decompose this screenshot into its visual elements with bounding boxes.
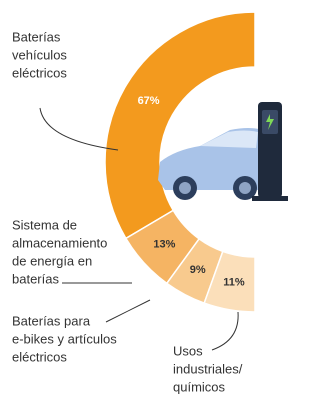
- category-label-line: eléctricos: [12, 349, 67, 364]
- category-label: Sistema de almacenamiento de energía en bat…: [12, 217, 132, 286]
- page: {"chart_data": {"type": "pie", "categori…: [0, 0, 288, 401]
- car-illustration: [158, 128, 262, 200]
- category-label-line: Baterías para: [12, 313, 91, 328]
- category-label-line: químicos: [173, 379, 226, 394]
- category-label: Usos industriales/químicos: [173, 312, 243, 394]
- category-label-line: baterías: [12, 271, 59, 286]
- category-label: Baterías vehículos eléctricos: [12, 29, 118, 150]
- category-label-line: Sistema de: [12, 217, 77, 232]
- category-label-line: industriales/: [173, 361, 243, 376]
- leader-line: [212, 312, 238, 350]
- chart: 67% 13% 9% 11% Baterías vehículos eléctricos S…: [0, 0, 288, 401]
- category-label-line: e-bikes y artículos: [12, 331, 117, 346]
- leader-line: [106, 300, 150, 322]
- category-label-line: de energía en: [12, 253, 92, 268]
- value-label: 13%: [153, 238, 175, 250]
- category-label-line: eléctricos: [12, 65, 67, 80]
- donut-segment: [105, 12, 255, 238]
- value-label: 11%: [223, 277, 245, 289]
- value-label: 67%: [138, 95, 160, 107]
- category-label-line: vehículos: [12, 47, 67, 62]
- category-label-line: almacenamiento: [12, 235, 107, 250]
- value-label: 9%: [190, 264, 206, 276]
- category-label-line: Baterías: [12, 29, 61, 44]
- category-label-line: Usos: [173, 343, 203, 358]
- category-label: Baterías para e-bikes y artículos eléctric…: [12, 300, 150, 364]
